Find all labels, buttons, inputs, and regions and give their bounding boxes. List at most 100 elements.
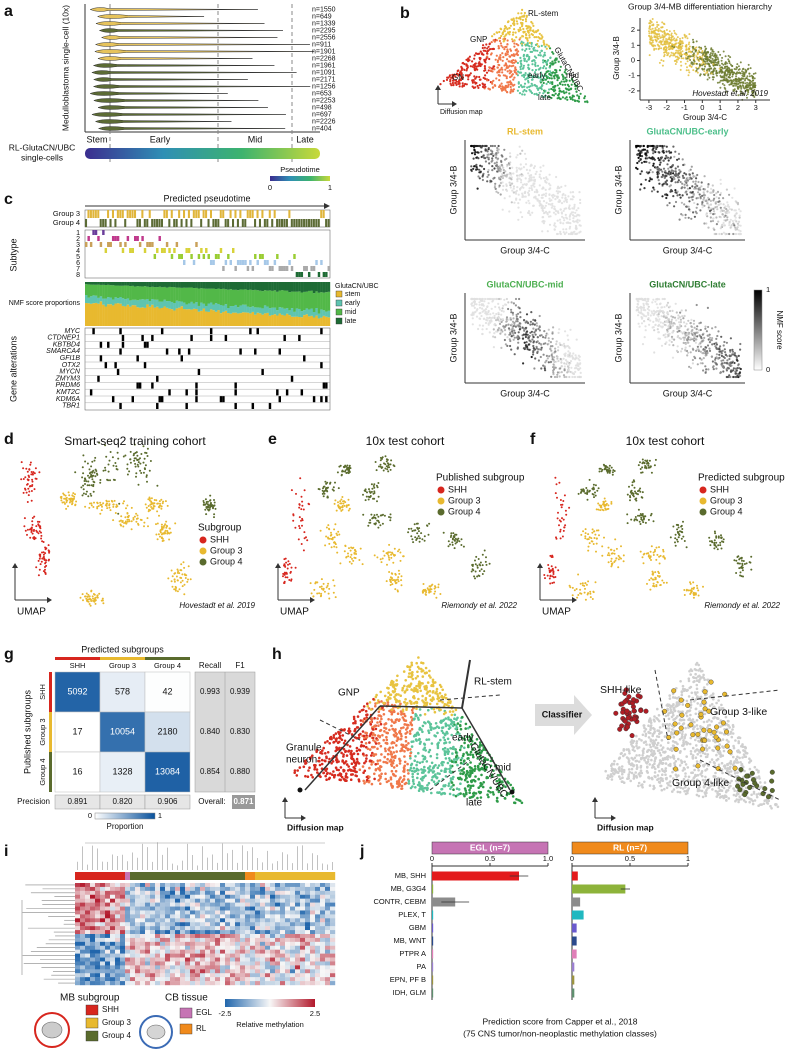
scatter-point [516, 180, 519, 183]
scatter-point [701, 206, 704, 209]
scatter-point [494, 182, 497, 185]
cell-point [455, 72, 459, 76]
nmf-segment [310, 308, 314, 316]
scatter-point [563, 375, 566, 379]
cell-point [553, 77, 556, 80]
nmf-segment [283, 282, 287, 291]
umap-point [20, 478, 23, 481]
scatter-point [481, 324, 485, 327]
nmf-segment [89, 296, 93, 304]
nmf-segment [249, 289, 252, 308]
cell-point [506, 58, 509, 61]
nmf-segment [317, 313, 321, 319]
scatter-point [740, 86, 743, 88]
cell-point [536, 39, 540, 42]
nmf-segment [141, 307, 144, 326]
scatter-point [679, 37, 681, 40]
scatter-point [737, 220, 741, 223]
scatter-point [684, 36, 687, 39]
cell-point [471, 81, 474, 84]
nmf-segment [126, 282, 130, 286]
scatter-point [701, 362, 704, 365]
scatter-point [749, 67, 752, 70]
scatter-point [720, 232, 723, 236]
scatter-point [570, 366, 573, 369]
scatter-point [653, 47, 656, 50]
cell-point [450, 76, 453, 79]
cell-point [472, 64, 475, 67]
scatter-point [493, 316, 496, 320]
cell-point [506, 39, 509, 42]
scatter-point [485, 144, 488, 148]
scatter-point [712, 76, 715, 79]
scatter-point [561, 196, 564, 199]
scatter-point [550, 360, 553, 363]
scatter-point [685, 69, 688, 72]
scatter-point [692, 47, 695, 50]
scatter-point [708, 58, 711, 61]
scatter-point [548, 210, 551, 213]
scatter-point [685, 173, 688, 176]
scatter-point [650, 190, 654, 193]
violin [93, 98, 259, 103]
track-cell [327, 219, 330, 227]
scatter-point [715, 223, 719, 226]
map-label: RL-stem [528, 9, 559, 18]
track-cell [163, 248, 166, 253]
nmf-segment [258, 282, 262, 291]
scatter-point [504, 343, 507, 346]
scatter-point [513, 329, 516, 332]
cell-point [501, 46, 504, 49]
scatter-point [722, 359, 725, 362]
scatter-point [690, 318, 693, 321]
nmf-segment [151, 282, 154, 287]
cell-point [493, 40, 496, 43]
nmf-segment [168, 300, 171, 309]
track-cell [236, 260, 240, 265]
umap-point [31, 480, 34, 483]
scatter-point [720, 66, 723, 69]
axis-label: Group 3/4-C [683, 113, 727, 122]
scatter-point [535, 197, 538, 200]
nmf-segment [114, 303, 118, 326]
nmf-segment [222, 305, 225, 312]
nmf-segment [170, 282, 174, 288]
scatter-point [481, 297, 484, 301]
scatter-point [499, 170, 502, 173]
scatter-point [532, 179, 535, 182]
nmf-segment [305, 314, 309, 326]
scatter-point [504, 174, 507, 177]
cell-point [532, 24, 535, 27]
scatter-point [713, 55, 715, 58]
umap-point [31, 517, 34, 519]
alteration [254, 348, 257, 355]
cell-point [495, 54, 498, 57]
cell-point [502, 74, 505, 77]
panel-title: GlutaCN/UBC-early [646, 126, 728, 136]
cell-point [514, 31, 517, 34]
cell-point [519, 28, 522, 32]
nmf-segment [146, 299, 149, 305]
track-cell [148, 242, 152, 247]
scatter-point [508, 167, 511, 170]
legend-swatch [335, 290, 343, 298]
cell-point [492, 65, 495, 68]
cell-point [521, 15, 524, 18]
scatter-point [554, 350, 557, 353]
track-cell [325, 272, 328, 277]
scatter-point [711, 52, 714, 55]
scatter-point [725, 74, 728, 77]
umap-point [40, 537, 43, 540]
scatter-point [539, 343, 543, 346]
scatter-point [690, 165, 693, 168]
track-cell [129, 248, 132, 253]
track-cell [99, 219, 102, 227]
violin [98, 28, 283, 33]
cell-point [575, 90, 578, 93]
nmf-segment [156, 287, 159, 300]
scatter-point [564, 197, 567, 200]
scatter-point [565, 228, 568, 231]
scatter-point [666, 163, 669, 166]
scatter-point [666, 303, 669, 306]
scatter-point [543, 330, 546, 333]
